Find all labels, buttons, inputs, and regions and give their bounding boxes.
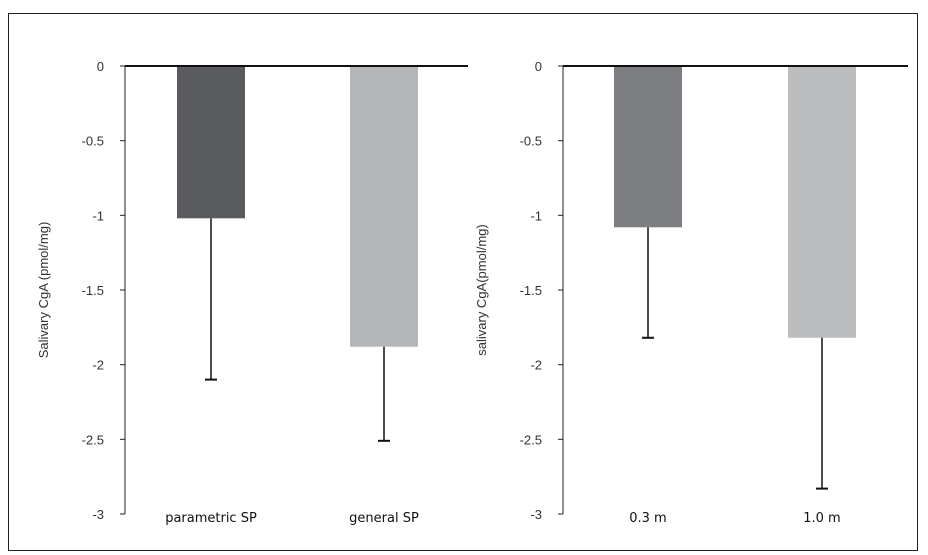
y-tick-label: -1.5 (82, 283, 104, 298)
y-tick-label: -2 (92, 358, 104, 373)
y-tick-label: 0 (535, 59, 542, 74)
bar-1 (177, 66, 245, 219)
y-axis-title: Salivary CgA (pmol/mg) (36, 222, 51, 359)
y-tick-label: -1 (530, 208, 542, 223)
category-label: parametric SP (165, 511, 257, 526)
bar-2 (350, 66, 418, 347)
chart-panel-1: 0 -0.5 -1 -1.5 -2 -2.5 -3 Salivary CgA (pmol/mg… (36, 59, 468, 526)
category-label: general SP (349, 511, 419, 526)
category-label: 0.3 m (629, 511, 666, 526)
y-axis-title: salivary CgA(pmol/mg) (474, 224, 489, 355)
y-tick-label: -1.5 (520, 283, 542, 298)
y-tick-label: -2 (530, 358, 542, 373)
y-tick-label: -3 (92, 507, 104, 522)
y-tick-label: -3 (530, 507, 542, 522)
y-tick-label: -1 (92, 208, 104, 223)
category-label: 1.0 m (803, 511, 840, 526)
y-tick-label: 0 (97, 59, 104, 74)
y-tick-label: -2.5 (82, 432, 104, 447)
bar-2 (788, 66, 856, 338)
figure-frame (8, 13, 918, 551)
y-tick-label: -0.5 (520, 134, 542, 149)
bar-1 (614, 66, 682, 228)
chart-panel-2: 0 -0.5 -1 -1.5 -2 -2.5 -3 salivary CgA(pmol/mg)… (474, 59, 908, 526)
y-tick-label: -0.5 (82, 134, 104, 149)
y-tick-label: -2.5 (520, 432, 542, 447)
